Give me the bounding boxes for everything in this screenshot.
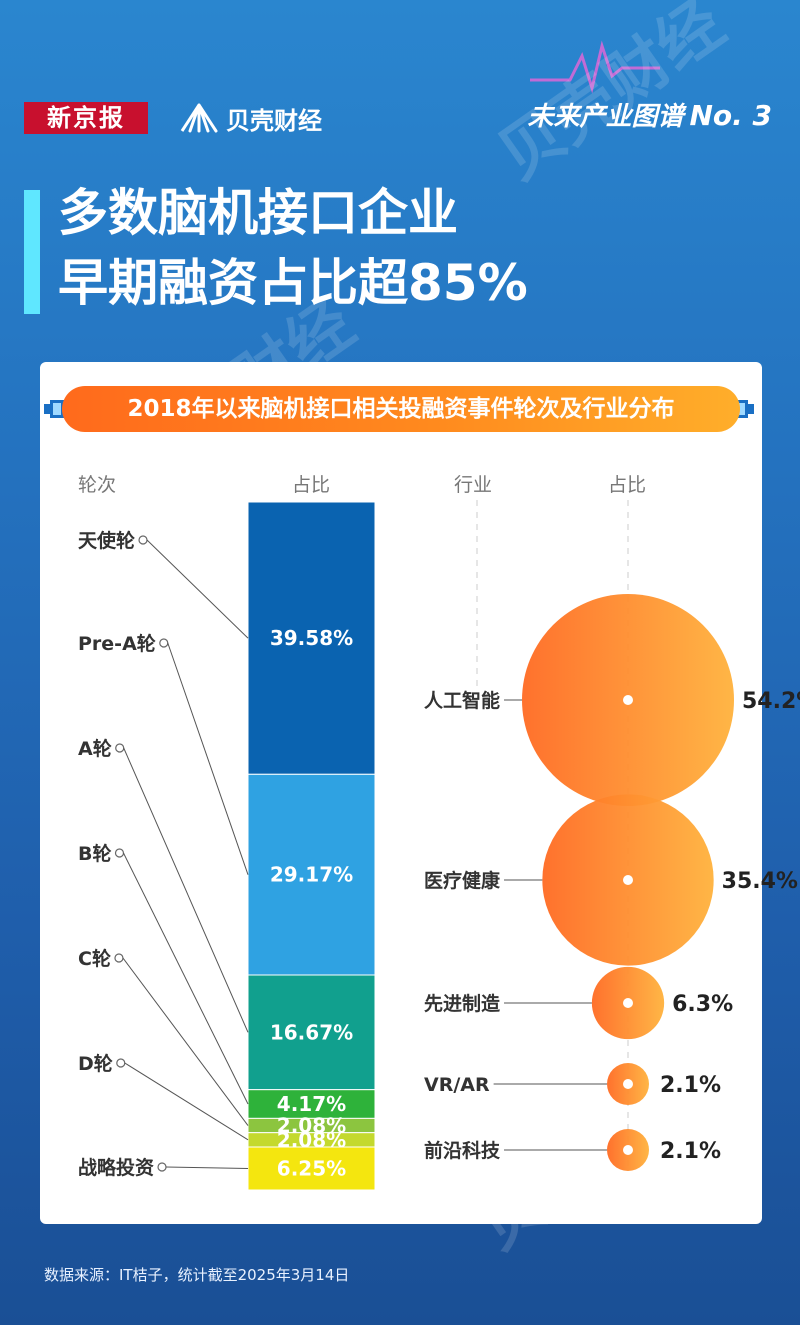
page-title: 多数脑机接口企业 早期融资占比超85%: [58, 178, 528, 318]
column-header-round-share: 占比: [292, 474, 331, 496]
header: 新京报 贝壳财经 未来产业图谱 No. 3: [0, 0, 800, 150]
bubble-center-dot: [623, 1079, 633, 1089]
industry-value-label: 2.1%: [660, 1139, 721, 1164]
bar-value-label: 39.58%: [270, 626, 353, 650]
column-header-industry-share: 占比: [608, 474, 647, 496]
industry-label: 先进制造: [424, 992, 501, 1015]
industry-label: 前沿科技: [424, 1139, 501, 1162]
data-source-note: 数据来源：IT桔子，统计截至2025年3月14日: [44, 1266, 350, 1284]
bar-value-label: 6.25%: [277, 1157, 346, 1181]
series-number: No. 3: [689, 99, 772, 132]
bar-segment: [247, 773, 376, 976]
leader-line: [123, 852, 249, 1105]
round-label: Pre-A轮: [78, 632, 156, 655]
round-label: 天使轮: [78, 529, 135, 552]
leader-dot: [159, 638, 169, 648]
series-name: 未来产业图谱: [527, 102, 684, 132]
bar-segment: [247, 1146, 376, 1191]
round-label: D轮: [78, 1052, 113, 1075]
chart-title: 2018年以来脑机接口相关投融资事件轮次及行业分布: [62, 386, 740, 432]
connector-left-icon: [44, 400, 64, 418]
industry-label: 医疗健康: [424, 869, 501, 892]
bar-segment: [247, 974, 376, 1091]
leader-line: [166, 1166, 249, 1169]
pulse-line-icon: [530, 40, 660, 94]
bubble-center-dot: [623, 875, 633, 885]
bubble-center-dot: [623, 695, 633, 705]
title-line-2: 早期融资占比超85%: [58, 254, 528, 312]
bar-segment: [247, 1089, 376, 1119]
leader-line: [122, 957, 249, 1126]
leader-line: [123, 747, 249, 1033]
column-header-round: 轮次: [78, 474, 117, 496]
xinjingbao-logo: 新京报: [24, 102, 148, 134]
industry-value-label: 6.3%: [672, 992, 733, 1017]
leader-line: [167, 642, 249, 875]
beike-logo-text: 贝壳财经: [226, 106, 322, 135]
series-tag: 未来产业图谱 No. 3: [527, 96, 772, 133]
round-label: B轮: [78, 842, 111, 865]
industry-value-label: 2.1%: [660, 1073, 721, 1098]
leader-dot: [115, 743, 125, 753]
beike-caijing-logo: 贝壳财经: [178, 100, 322, 136]
bubble-center-dot: [623, 1145, 633, 1155]
stacked-bar: 39.58%天使轮29.17%Pre-A轮16.67%A轮4.17%B轮2.08…: [78, 501, 376, 1191]
title-line-1: 多数脑机接口企业: [58, 184, 458, 242]
leader-dot: [114, 848, 125, 858]
bar-value-label: 29.17%: [270, 863, 353, 887]
bar-value-label: 16.67%: [270, 1020, 353, 1044]
column-header-industry: 行业: [454, 474, 493, 496]
leader-line: [146, 539, 249, 639]
leader-dot: [116, 1058, 126, 1068]
industry-value-label: 54.2%: [742, 689, 800, 714]
bubble-chart: 人工智能 54.2% 医疗健康 35.4% 先进制造 6.3% VR/AR 2.1% 前沿科技 2…: [424, 594, 800, 1171]
industry-value-label: 35.4%: [722, 869, 798, 894]
round-label: A轮: [78, 737, 112, 760]
leader-line: [124, 1062, 249, 1141]
leader-dot: [157, 1162, 167, 1172]
bubble-center-dot: [623, 998, 633, 1008]
title-accent-bar: [24, 190, 40, 314]
shell-icon: [180, 103, 218, 133]
leader-dot: [114, 953, 124, 963]
round-label: C轮: [78, 947, 111, 970]
industry-label: 人工智能: [424, 689, 500, 712]
bar-value-label: 4.17%: [277, 1092, 346, 1116]
round-label: 战略投资: [78, 1156, 154, 1179]
leader-dot: [138, 535, 148, 545]
industry-label: VR/AR: [424, 1074, 490, 1096]
